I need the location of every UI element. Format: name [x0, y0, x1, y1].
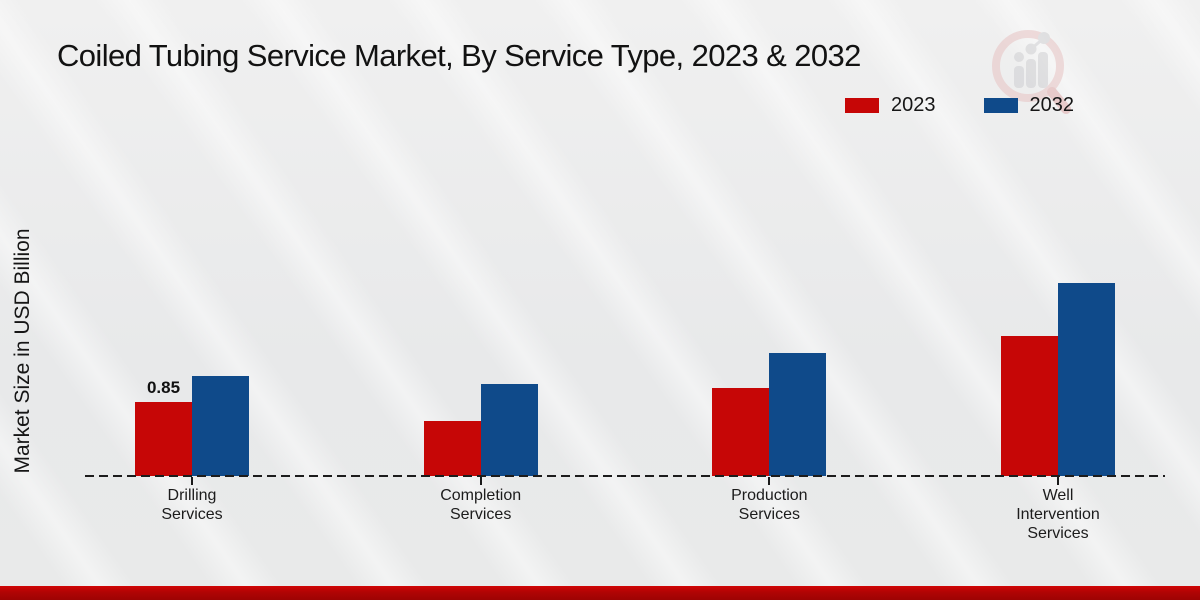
footer-accent-bar [0, 586, 1200, 600]
category-label-2: Production Services [731, 487, 808, 523]
legend-item-2023: 2023 [845, 94, 936, 117]
bar-group-2 [712, 353, 827, 476]
legend: 2023 2032 [845, 94, 1074, 117]
bar-2032-group-2 [769, 353, 827, 476]
y-axis-label: Market Size in USD Billion [11, 228, 34, 474]
x-axis-baseline [85, 475, 1165, 477]
bar-2032-group-0 [192, 376, 249, 476]
bar-value-label: 0.85 [146, 378, 181, 397]
x-axis-tick [768, 477, 771, 485]
chart-title: Coiled Tubing Service Market, By Service… [57, 38, 861, 73]
x-axis-tick [1057, 477, 1059, 485]
bar-2023-group-2 [712, 388, 770, 476]
legend-swatch-2023-icon [845, 98, 879, 113]
bar-group-3 [1001, 283, 1115, 476]
bar-group-0: 0.85 [135, 376, 249, 476]
plot-area: 0.85 Drilling Services Completion Services… [85, 200, 1165, 542]
legend-item-2032: 2032 [983, 94, 1075, 117]
legend-label-2032: 2032 [1029, 94, 1075, 116]
x-axis-tick [479, 477, 482, 485]
magnifier-bar-chart-logo-icon [992, 30, 1071, 114]
x-axis-tick [191, 477, 193, 485]
bar-2023-group-0: 0.85 [135, 378, 192, 476]
bar-2023-group-1 [423, 421, 481, 476]
legend-swatch-2032-icon [983, 98, 1018, 113]
category-label-3: Well Intervention Services [1016, 487, 1100, 542]
bar-2032-group-3 [1058, 283, 1115, 476]
legend-label-2023: 2023 [891, 94, 936, 116]
bar-2032-group-1 [480, 384, 538, 476]
bar-group-1 [423, 384, 538, 476]
category-label-1: Completion Services [440, 487, 522, 523]
category-label-0: Drilling Services [161, 487, 223, 523]
bar-2023-group-3 [1001, 336, 1058, 476]
